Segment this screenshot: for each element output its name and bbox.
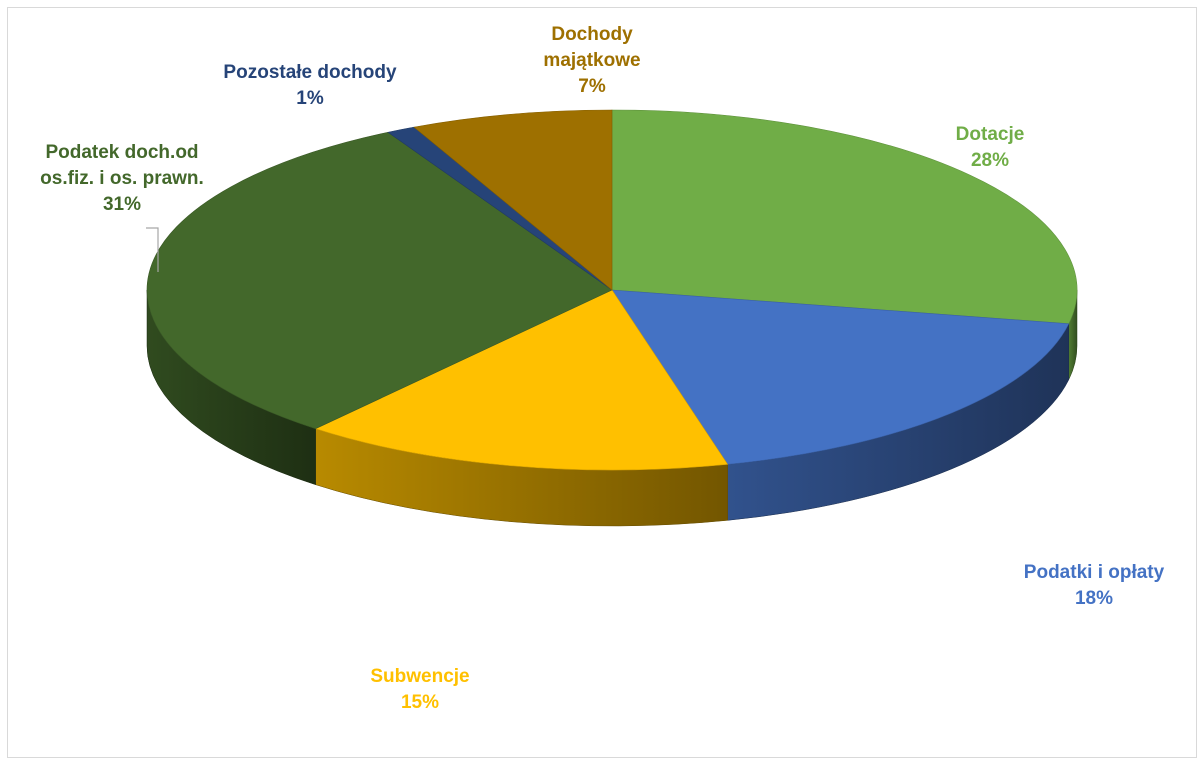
pie-slice-0 — [611, 109, 1078, 325]
data-label-name: Dochody — [551, 24, 633, 45]
data-label-name: Dotacje — [955, 124, 1025, 145]
leader-line — [146, 227, 159, 272]
data-label-5: Dochody majątkowe 7% — [543, 22, 640, 100]
data-label-0: Dotacje 28% — [956, 122, 1025, 174]
data-label-name: Subwencje — [370, 666, 470, 687]
data-label-3: Podatek doch.od os.fiz. i os. prawn. 31% — [40, 140, 204, 218]
data-label-2: Subwencje 15% — [370, 664, 469, 716]
data-label-1: Podatki i opłaty 18% — [1024, 560, 1164, 612]
pie-slice-2 — [314, 289, 729, 471]
data-label-name: os.fiz. i os. prawn. — [40, 168, 204, 189]
data-label-name: Pozostałe dochody — [223, 62, 397, 83]
data-label-percent: 7% — [578, 76, 606, 97]
data-label-name: majątkowe — [543, 50, 641, 71]
data-label-percent: 18% — [1074, 588, 1114, 609]
data-label-percent: 15% — [400, 692, 440, 713]
data-label-4: Pozostałe dochody 1% — [223, 60, 396, 112]
pie-slice-3 — [146, 131, 613, 430]
data-label-percent: 31% — [102, 194, 142, 215]
data-label-percent: 1% — [296, 88, 324, 109]
data-label-name: Podatki i opłaty — [1023, 562, 1165, 583]
data-label-name: Podatek doch.od — [45, 142, 199, 163]
data-label-percent: 28% — [970, 150, 1010, 171]
pie-slice-1 — [611, 289, 1070, 465]
pie-slice-5 — [413, 109, 613, 291]
